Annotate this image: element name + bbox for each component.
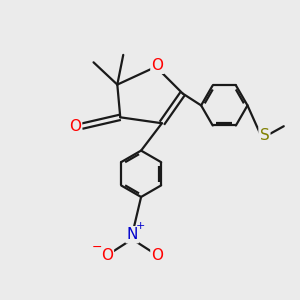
- Text: O: O: [152, 248, 164, 263]
- Text: O: O: [69, 119, 81, 134]
- Text: O: O: [152, 58, 164, 73]
- Text: N: N: [127, 227, 138, 242]
- Text: S: S: [260, 128, 269, 142]
- Text: +: +: [136, 221, 145, 231]
- Text: −: −: [92, 241, 103, 254]
- Text: O: O: [101, 248, 113, 263]
